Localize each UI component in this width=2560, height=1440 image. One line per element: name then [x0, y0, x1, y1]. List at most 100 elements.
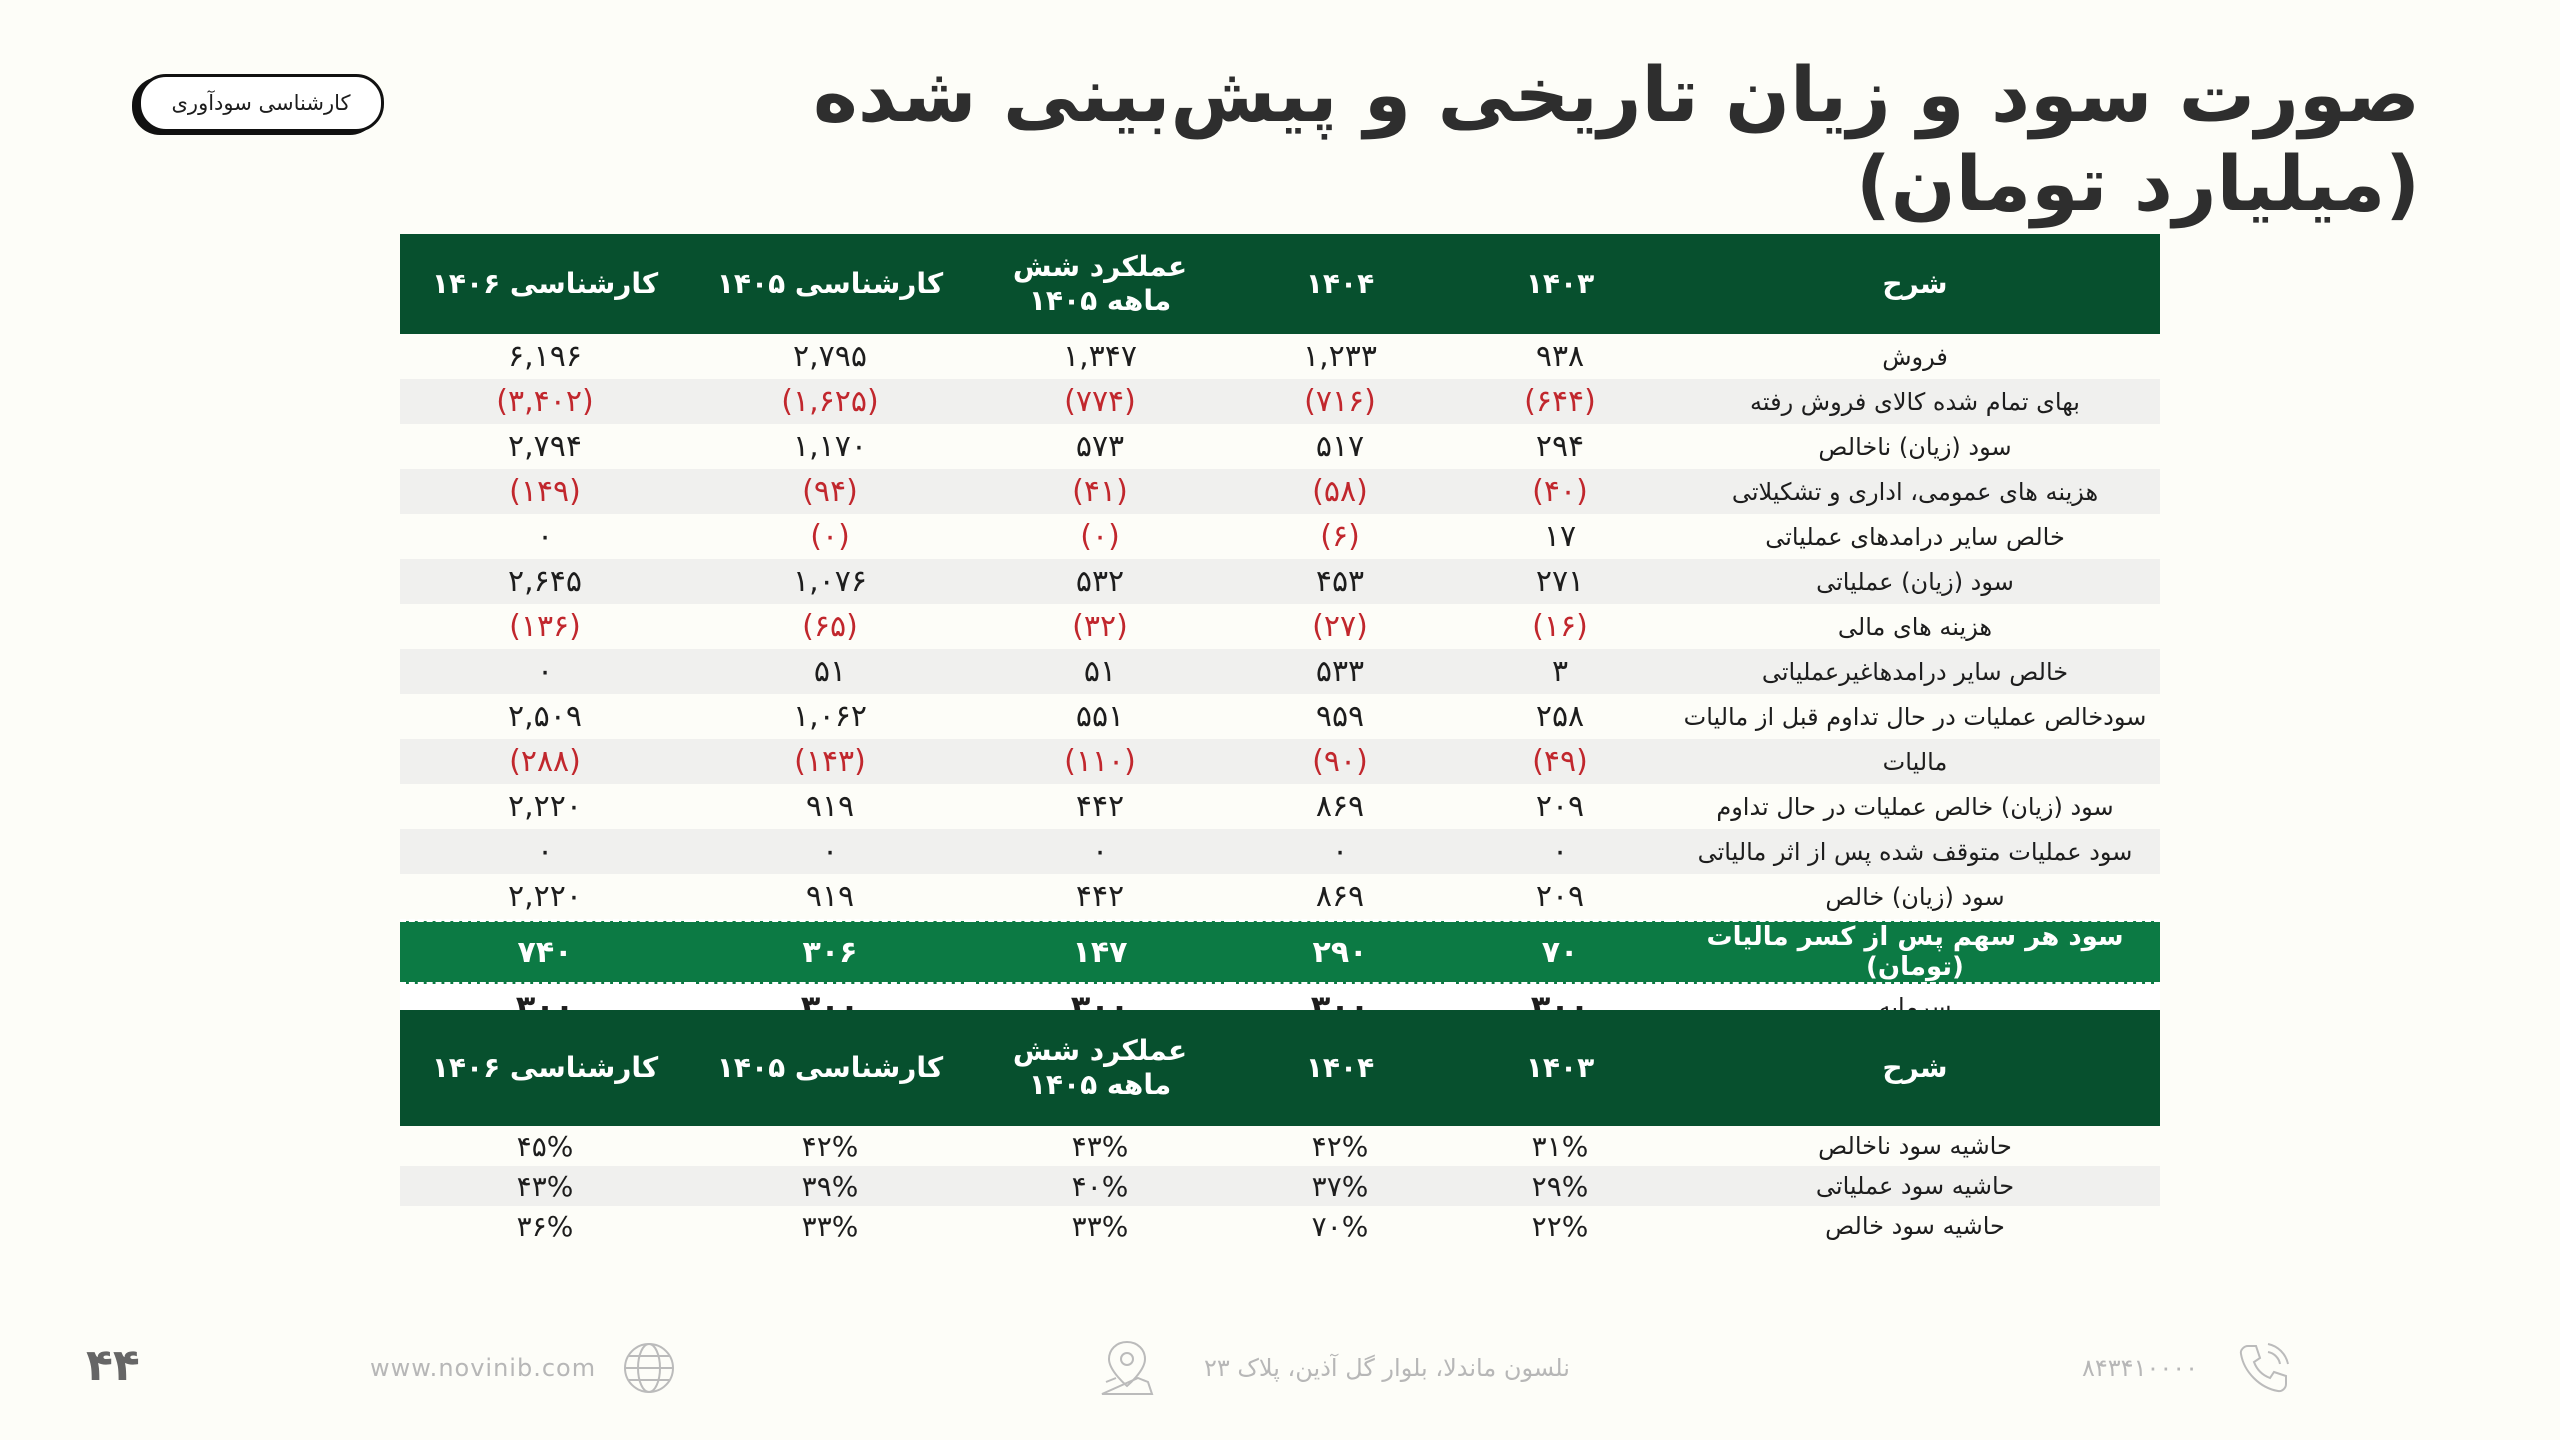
table-row: مالیات (۴۹) (۹۰) (۱۱۰) (۱۴۳) (۲۸۸) [400, 739, 2160, 784]
col-header-1403: ۱۴۰۳ [1450, 234, 1670, 334]
globe-icon [624, 1343, 675, 1393]
cell-est-1405: ۹۱۹ [805, 789, 855, 824]
cell-est-1406: ۷۴۰ [400, 919, 690, 985]
section-badge: کارشناسی سودآوری [138, 74, 384, 132]
table-row: سود عملیات متوقف شده پس از اثر مالیاتی ۰ ۰… [400, 829, 2160, 874]
row-label: سود (زیان) عملیاتی [1670, 559, 2160, 604]
cell-1403: ۲۹۴ [1535, 429, 1585, 464]
margin-row: حاشیه سود خالص ۲۲% ۷۰% ۳۳% ۳۳% ۳۶% [400, 1206, 2160, 1246]
col-header-description: شرح [1670, 234, 2160, 334]
margin-row: حاشیه سود ناخالص ۳۱% ۴۲% ۴۳% ۴۲% ۴۵% [400, 1126, 2160, 1166]
cell-6m-1405: ۱,۳۴۷ [1063, 339, 1137, 374]
cell-6m-1405: ۵۵۱ [1075, 699, 1125, 734]
cell-6m-1405: ۴۴۲ [1075, 879, 1125, 914]
col-header-6m-1405: عملکرد شش ماهه ۱۴۰۵ [970, 234, 1230, 334]
cell-1403: ۲۲% [1531, 1209, 1589, 1243]
eps-row: سود هر سهم پس از کسر مالیات (تومان) ۷۰ ۲۹۰… [400, 919, 2160, 985]
row-label: سود عملیات متوقف شده پس از اثر مالیاتی [1670, 829, 2160, 874]
cell-est-1405: ۳۹% [690, 1166, 970, 1206]
table-row: سود (زیان) ناخالص ۲۹۴ ۵۱۷ ۵۷۳ ۱,۱۷۰ ۲,۷۹۴ [400, 424, 2160, 469]
table-row: خالص سایر درامدهاغیرعملیاتی ۳ ۵۳۳ ۵۱ ۵۱ ۰ [400, 649, 2160, 694]
location-pin-icon [1101, 1340, 1154, 1395]
cell-est-1406: ۰ [400, 829, 690, 874]
page-title: صورت سود و زیان تاریخی و پیش‌بینی شده (م… [813, 50, 2420, 228]
row-label: خالص سایر درامدهاغیرعملیاتی [1670, 649, 2160, 694]
table-row: بهای تمام شده کالای فروش رفته (۶۴۴) (۷۱۶)(… [400, 379, 2160, 424]
cell-1404: (۵۸) [1230, 469, 1450, 514]
cell-est-1405: ۹۱۹ [805, 879, 855, 914]
cell-6m-1405: ۴۰% [970, 1166, 1230, 1206]
cell-est-1406: ۲,۷۹۴ [508, 429, 582, 464]
cell-est-1406: ۴۵% [516, 1129, 574, 1163]
col-header-est-1405: کارشناسی ۱۴۰۵ [690, 234, 970, 334]
cell-6m-1405: ۴۳% [1071, 1129, 1129, 1163]
table-row: سود (زیان) خالص ۲۰۹ ۸۶۹ ۴۴۲ ۹۱۹ ۲,۲۲۰ [400, 874, 2160, 921]
cell-est-1406: ۲,۲۲۰ [508, 879, 582, 914]
phone-icon [2239, 1343, 2289, 1393]
col-header-est-1405: کارشناسی ۱۴۰۵ [690, 1010, 970, 1126]
table-row: سود (زیان) خالص عملیات در حال تداوم ۲۰۹ ۸۶… [400, 784, 2160, 829]
row-label: سود (زیان) ناخالص [1818, 432, 2012, 461]
cell-1403: ۹۳۸ [1535, 339, 1585, 374]
cell-est-1406: ۴۳% [400, 1166, 690, 1206]
cell-1403: (۱۶) [1532, 609, 1588, 644]
cell-est-1405: (۱۴۳) [690, 739, 970, 784]
cell-1404: ۱,۲۳۳ [1303, 339, 1377, 374]
cell-est-1406: ۶,۱۹۶ [508, 339, 582, 374]
cell-1403: (۴۹) [1450, 739, 1670, 784]
row-label: سودخالص عملیات در حال تداوم قبل از مالیا… [1683, 702, 2147, 731]
cell-1404: ۲۹۰ [1230, 919, 1450, 985]
row-label: سود (زیان) خالص [1825, 882, 2005, 911]
cell-1403: (۴۰) [1450, 469, 1670, 514]
cell-est-1405: ۴۲% [801, 1129, 859, 1163]
cell-1403: ۳۱% [1531, 1129, 1589, 1163]
phone-text: ۸۴۳۴۱۰۰۰۰ [2082, 1354, 2199, 1382]
footer-phone[interactable]: ۸۴۳۴۱۰۰۰۰ [2082, 1330, 2294, 1406]
cell-1404: ۵۱۷ [1315, 429, 1365, 464]
cell-est-1405: ۳۰۶ [690, 919, 970, 985]
cell-1403: (۶۴۴) [1450, 379, 1670, 424]
table-row: هزینه های مالی (۱۶) (۲۷) (۳۲) (۶۵) (۱۳۶) [400, 604, 2160, 649]
row-label: خالص سایر درامدهای عملیاتی [1765, 522, 2065, 551]
cell-1404: ۴۲% [1311, 1129, 1369, 1163]
cell-est-1406: ۰ [536, 519, 554, 554]
cell-1404: (۹۰) [1230, 739, 1450, 784]
cell-6m-1405: (۷۷۴) [970, 379, 1230, 424]
row-label: هزینه های مالی [1837, 612, 1993, 641]
margins-table: شرح ۱۴۰۳ ۱۴۰۴ عملکرد شش ماهه ۱۴۰۵ کارشنا… [400, 1010, 2160, 1246]
cell-1404: ۴۵۳ [1230, 559, 1450, 604]
cell-6m-1405: ۵۱ [970, 649, 1230, 694]
cell-1404: ۷۰% [1311, 1209, 1369, 1243]
col-header-description: شرح [1670, 1010, 2160, 1126]
cell-1404: (۲۷) [1312, 609, 1368, 644]
row-label: فروش [1882, 342, 1948, 371]
cell-est-1405: (۱,۶۲۵) [690, 379, 970, 424]
row-label: حاشیه سود خالص [1825, 1212, 2005, 1240]
cell-est-1405: (۶۵) [802, 609, 858, 644]
cell-est-1405: (۹۴) [690, 469, 970, 514]
cell-6m-1405: ۵۳۲ [970, 559, 1230, 604]
income-statement-table: شرح ۱۴۰۳ ۱۴۰۴ عملکرد شش ماهه ۱۴۰۵ کارشنا… [400, 234, 2160, 1029]
cell-1403: ۲۹% [1450, 1166, 1670, 1206]
address-text: نلسون ماندلا، بلوار گل آذین، پلاک ۲۳ [1204, 1354, 1570, 1382]
cell-est-1405: ۳۳% [801, 1209, 859, 1243]
row-label: بهای تمام شده کالای فروش رفته [1670, 379, 2160, 424]
cell-1403: ۰ [1450, 829, 1670, 874]
cell-1403: ۲۰۹ [1535, 789, 1585, 824]
cell-1404: ۹۵۹ [1315, 699, 1365, 734]
cell-6m-1405: (۱۱۰) [970, 739, 1230, 784]
col-header-est-1406: کارشناسی ۱۴۰۶ [400, 1010, 690, 1126]
cell-est-1406: (۱۳۶) [509, 609, 581, 644]
cell-1404: ۳۷% [1230, 1166, 1450, 1206]
cell-est-1406: ۲,۵۰۹ [508, 699, 582, 734]
row-label: حاشیه سود عملیاتی [1670, 1166, 2160, 1206]
row-label: حاشیه سود ناخالص [1818, 1132, 2012, 1160]
cell-6m-1405: ۰ [970, 829, 1230, 874]
footer-website[interactable]: www.novinib.com [370, 1330, 676, 1406]
cell-est-1406: ۲,۶۴۵ [400, 559, 690, 604]
cell-1404: ۵۳۳ [1230, 649, 1450, 694]
col-header-est-1406: کارشناسی ۱۴۰۶ [400, 234, 690, 334]
cell-1404: (۷۱۶) [1230, 379, 1450, 424]
cell-6m-1405: ۵۷۳ [1075, 429, 1125, 464]
cell-6m-1405: (۰) [1080, 519, 1120, 554]
